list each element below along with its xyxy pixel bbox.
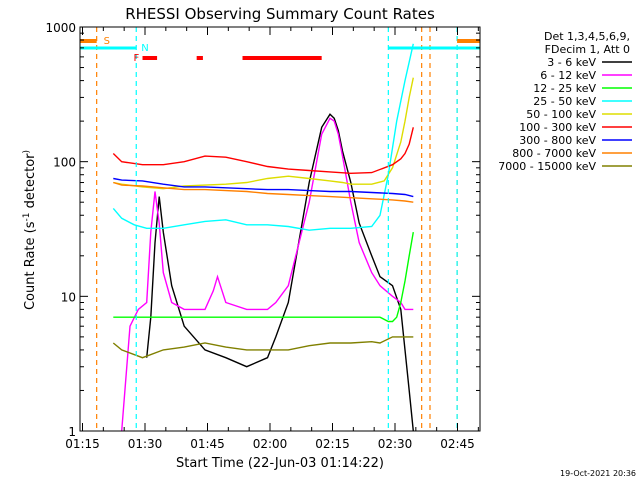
y-tick-label: 10 xyxy=(61,290,76,304)
legend-label-7: 300 - 800 keV xyxy=(519,134,596,147)
timestamp: 19-Oct-2021 20:36 xyxy=(560,469,636,478)
night-label: N xyxy=(141,43,148,54)
legend-label-2: 6 - 12 keV xyxy=(540,69,596,82)
legend-label-6: 100 - 300 keV xyxy=(519,121,596,134)
series-line-2 xyxy=(121,117,414,432)
plot-frame xyxy=(79,26,481,432)
series-line-6 xyxy=(112,127,414,175)
legend-label-9: 7000 - 15000 keV xyxy=(498,160,596,173)
x-tick-label: 02:00 xyxy=(253,437,288,451)
x-tick-label: 01:15 xyxy=(65,437,100,451)
flare-label: F xyxy=(134,53,140,64)
saa-label: S xyxy=(104,36,110,47)
x-tick-label: 02:30 xyxy=(378,437,413,451)
y-tick-label: 100 xyxy=(53,156,76,170)
y-tick-label: 1 xyxy=(68,425,76,439)
x-tick-label: 02:15 xyxy=(315,437,350,451)
y-axis-label: Count Rate (s-1 detector) xyxy=(22,150,38,310)
legend-label-4: 25 - 50 keV xyxy=(533,95,596,108)
legend-label-3: 12 - 25 keV xyxy=(533,82,596,95)
series-line-4 xyxy=(112,43,414,231)
legend-label-1: 3 - 6 keV xyxy=(547,56,596,69)
chart-title: RHESSI Observing Summary Count Rates xyxy=(125,5,435,23)
legend-label-8: 800 - 7000 keV xyxy=(512,147,596,160)
series-line-9 xyxy=(112,336,414,359)
series-line-3 xyxy=(113,231,414,323)
y-tick-label: 1000 xyxy=(45,21,76,35)
series-line-7 xyxy=(113,177,414,198)
series-line-1 xyxy=(146,113,414,432)
x-tick-label: 01:45 xyxy=(190,437,225,451)
x-tick-label: 01:30 xyxy=(128,437,163,451)
legend-header-line-1: Det 1,3,4,5,6,9, xyxy=(544,30,630,43)
x-tick-label: 02:45 xyxy=(440,437,475,451)
series-line-8 xyxy=(113,181,414,203)
legend-label-5: 50 - 100 keV xyxy=(526,108,596,121)
legend-header-line-2: FDecim 1, Att 0 xyxy=(545,43,630,56)
x-axis-label: Start Time (22-Jun-03 01:14:22) xyxy=(176,456,384,471)
